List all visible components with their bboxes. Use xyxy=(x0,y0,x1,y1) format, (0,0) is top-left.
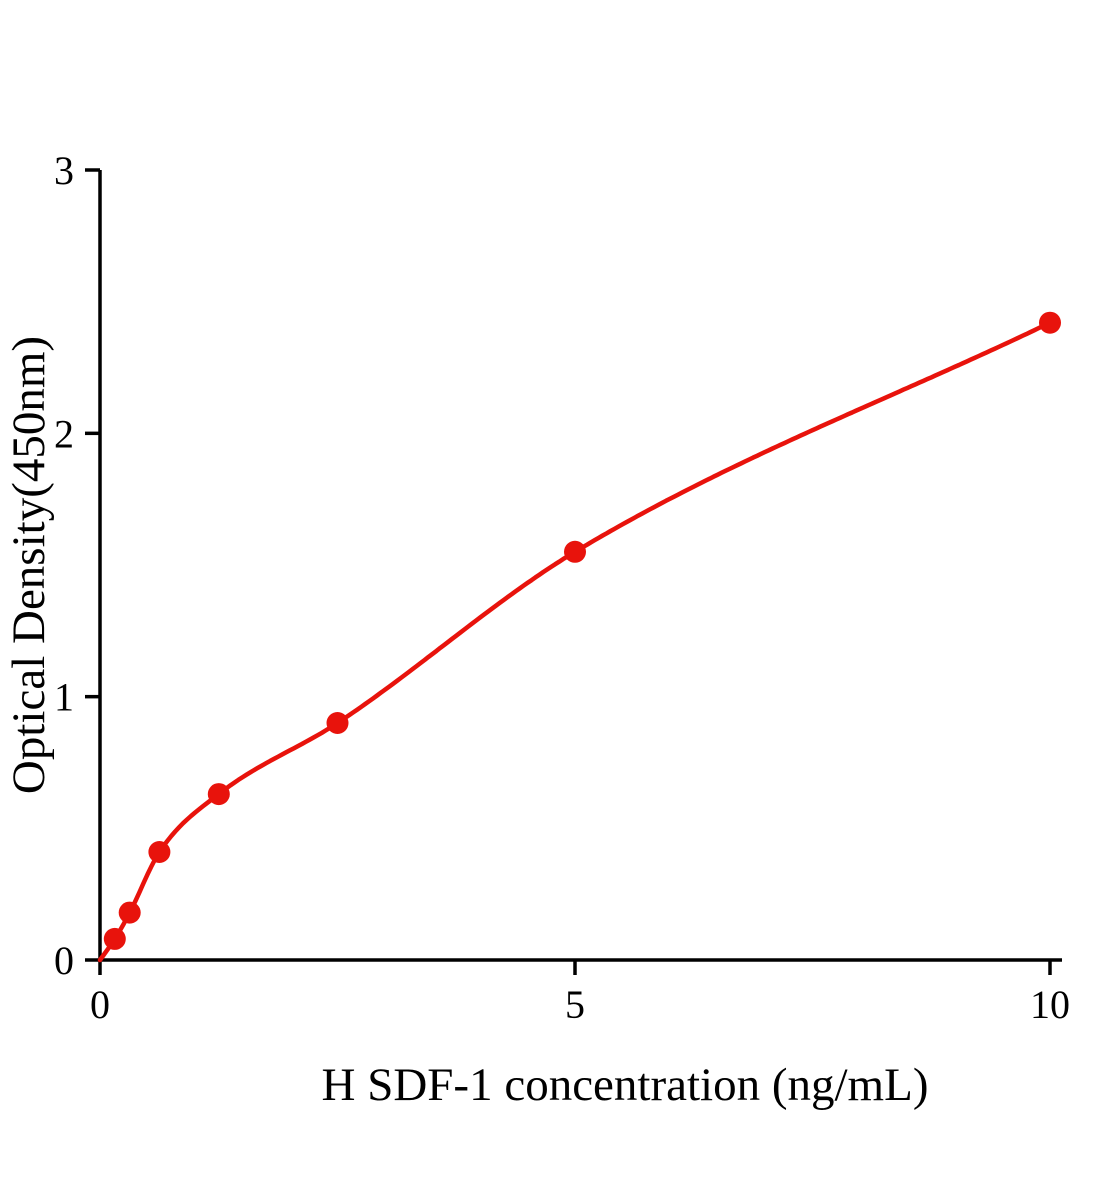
data-point xyxy=(1039,311,1061,334)
data-point xyxy=(103,927,126,950)
plot-layer: 0 1 2 3 0 5 10 xyxy=(54,148,1070,1027)
x-axis-label: H SDF-1 concentration (ng/mL) xyxy=(322,1059,929,1111)
data-point xyxy=(564,540,586,563)
data-point xyxy=(326,712,349,734)
x-tick-label: 10 xyxy=(1030,982,1070,1027)
data-point xyxy=(207,783,230,806)
axes xyxy=(98,170,1062,962)
x-tick-label: 5 xyxy=(565,982,585,1027)
y-axis-label: Optical Density(450nm) xyxy=(3,336,55,794)
fit-curve xyxy=(97,320,1053,963)
y-tick-label: 3 xyxy=(54,148,74,193)
data-point xyxy=(118,901,141,924)
x-tick-label: 0 xyxy=(90,982,110,1027)
y-tick-label: 0 xyxy=(54,938,74,983)
y-tick-label: 2 xyxy=(54,411,74,456)
y-tick-label: 1 xyxy=(54,675,74,720)
data-point xyxy=(148,841,171,863)
